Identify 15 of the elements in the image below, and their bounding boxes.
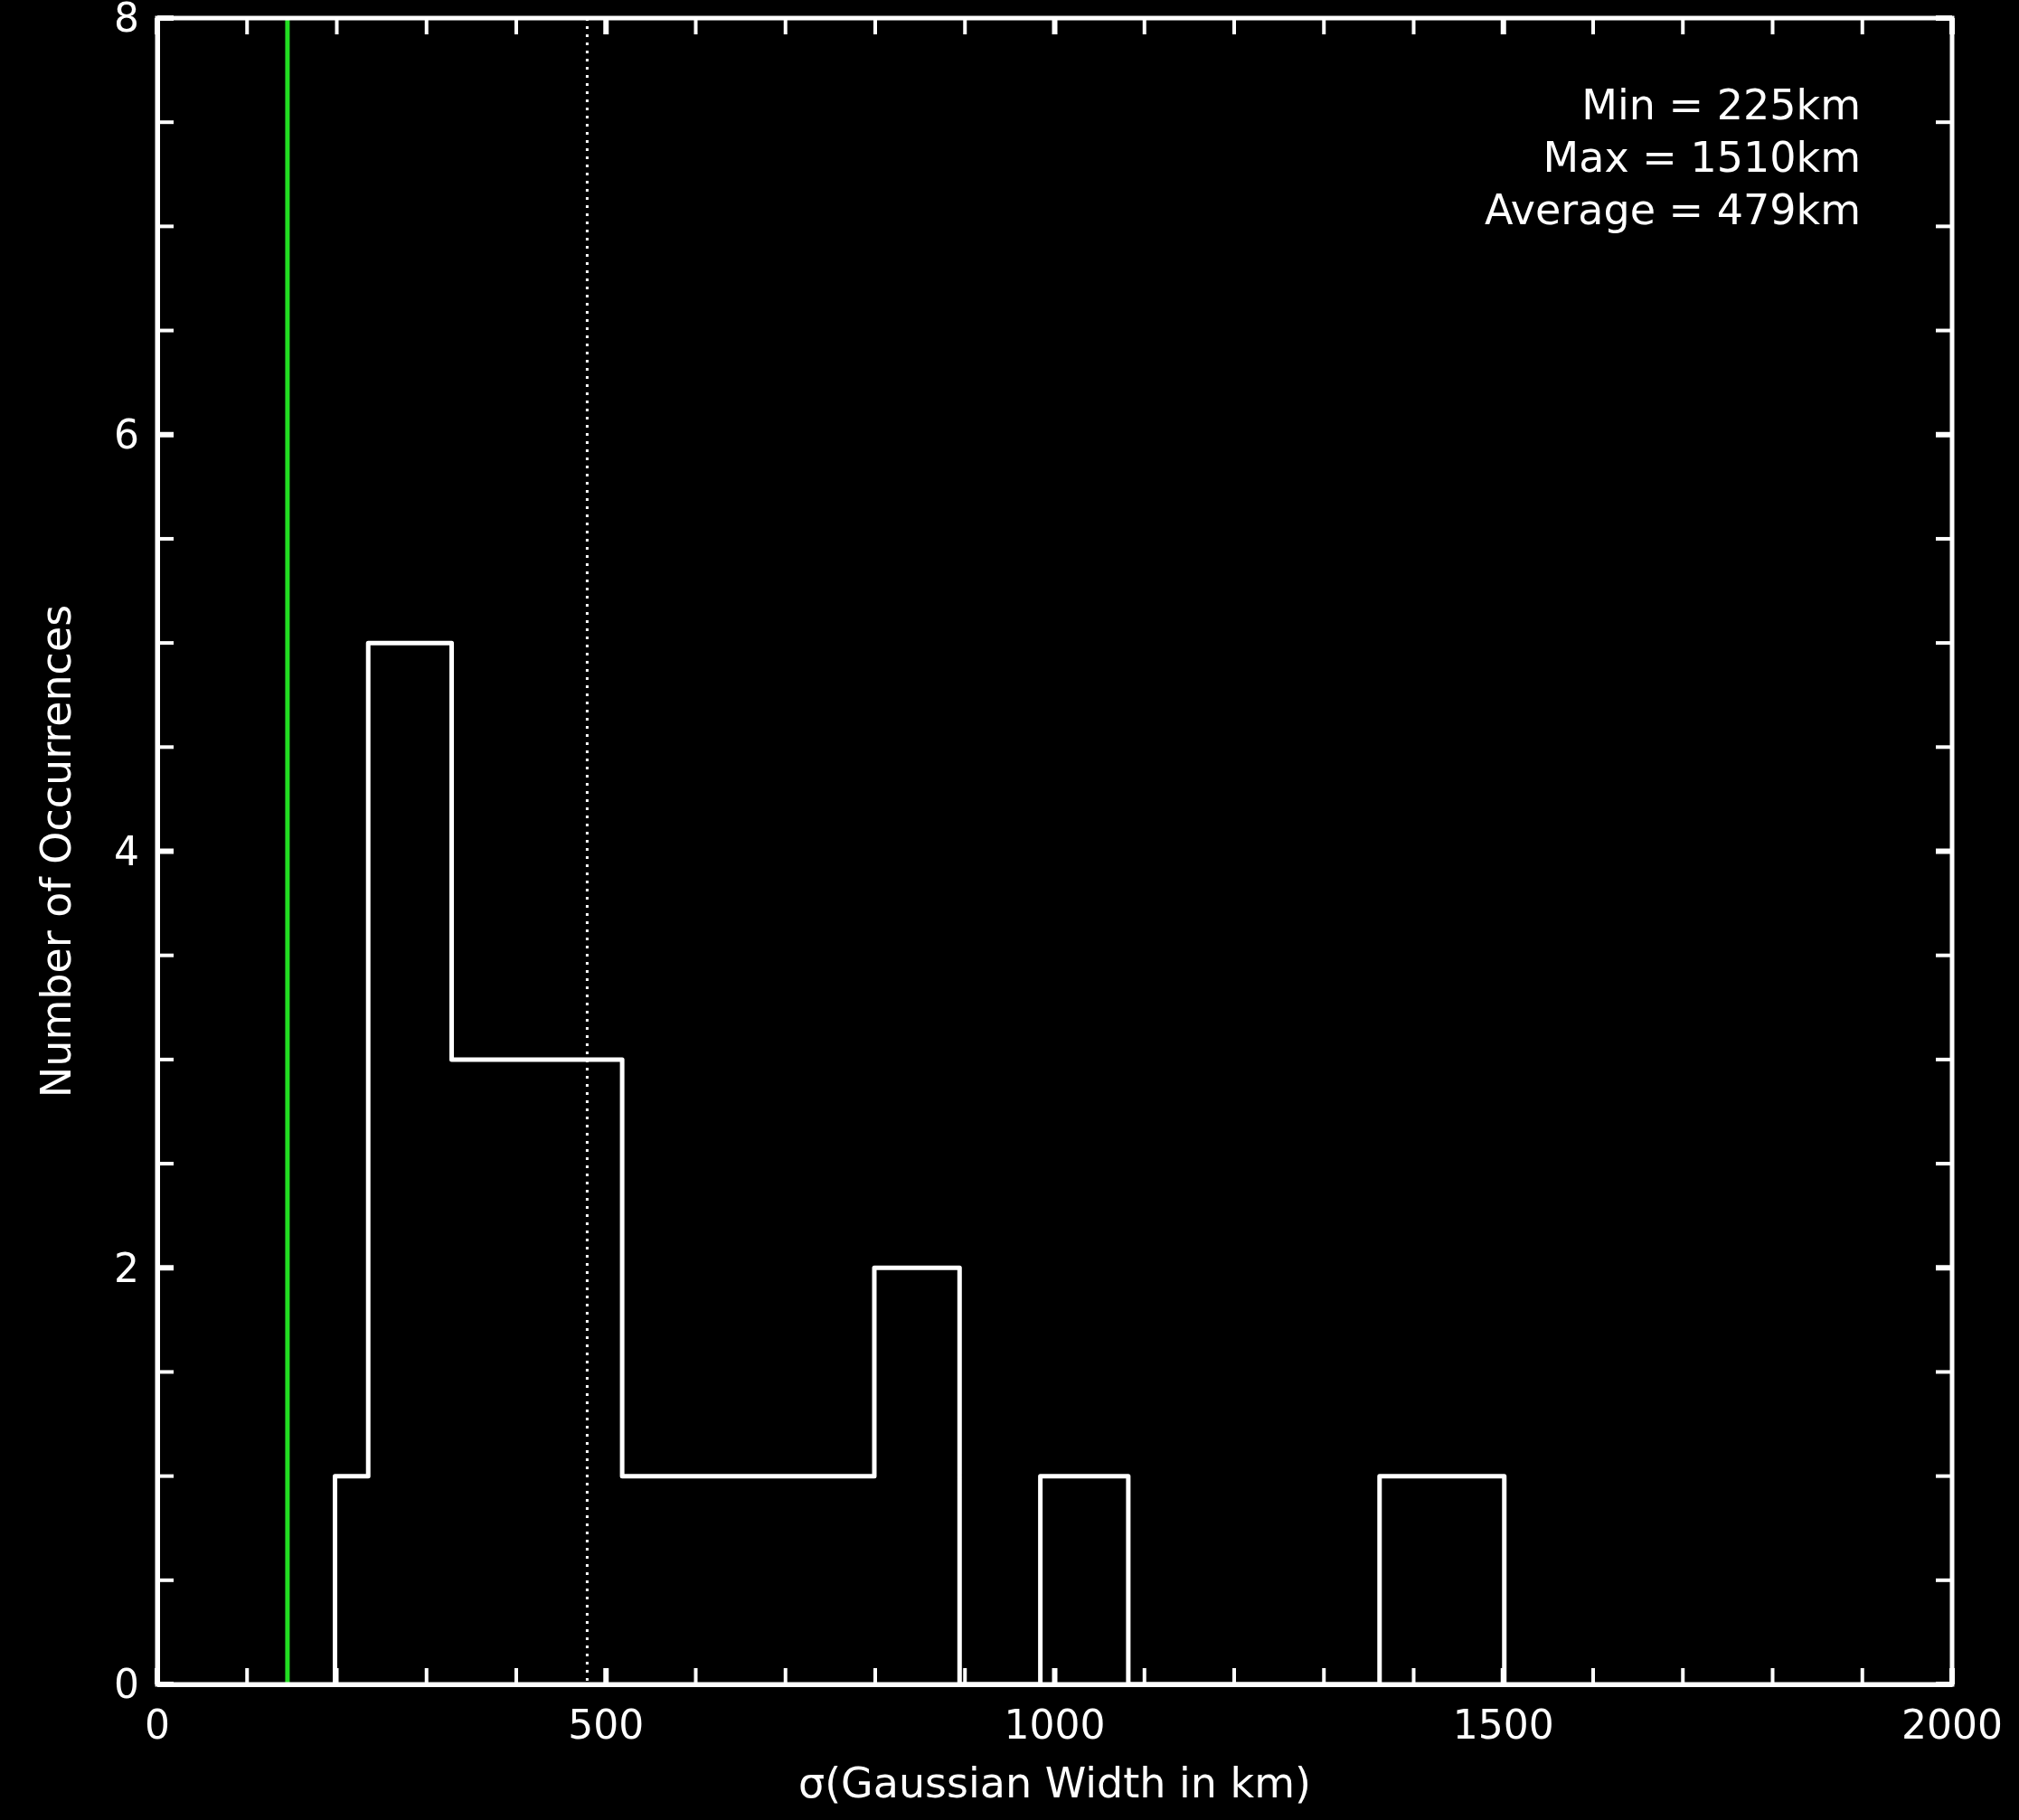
x-tick-label: 2000 — [1901, 1702, 2003, 1748]
y-tick-label: 6 — [114, 411, 139, 458]
annotation: Max = 1510km — [1543, 133, 1861, 182]
annotation: Average = 479km — [1485, 185, 1861, 234]
annotation: Min = 225km — [1581, 80, 1861, 129]
x-tick-label: 0 — [145, 1702, 170, 1748]
y-axis-title: Number of Occurrences — [32, 604, 80, 1099]
y-tick-label: 8 — [114, 0, 139, 42]
y-tick-label: 2 — [114, 1244, 139, 1291]
x-tick-label: 1000 — [1004, 1702, 1106, 1748]
x-tick-label: 500 — [568, 1702, 645, 1748]
y-tick-label: 4 — [114, 827, 139, 874]
x-axis-title: σ(Gaussian Width in km) — [798, 1759, 1311, 1807]
x-tick-label: 1500 — [1452, 1702, 1554, 1748]
y-tick-label: 0 — [114, 1661, 139, 1708]
